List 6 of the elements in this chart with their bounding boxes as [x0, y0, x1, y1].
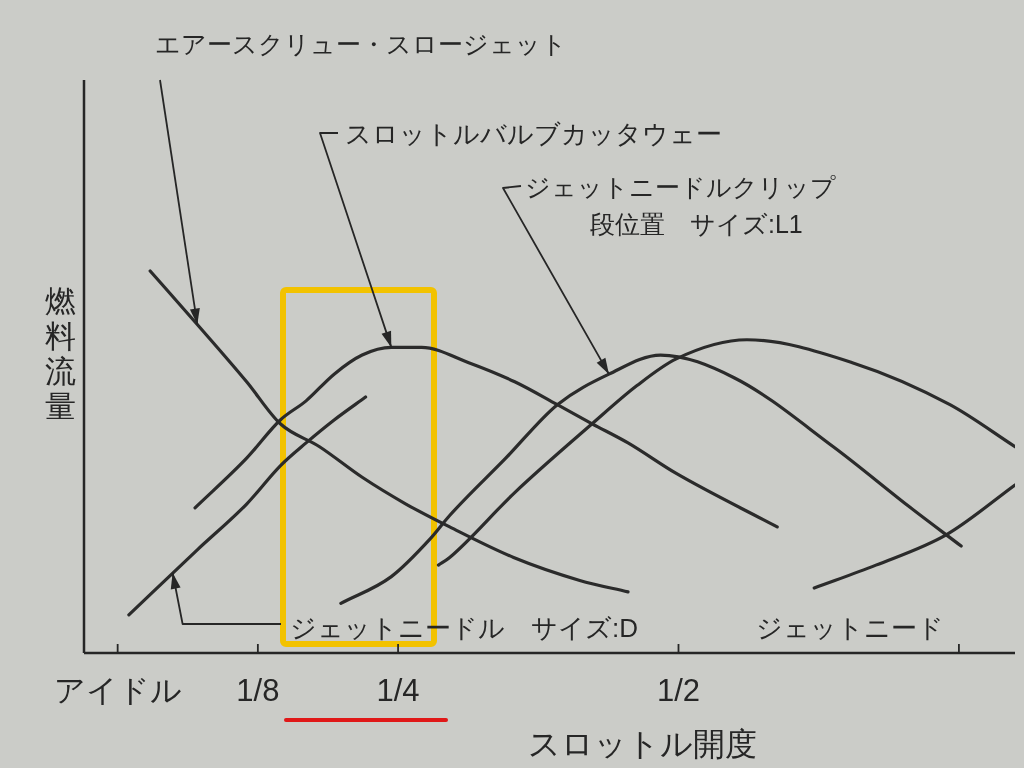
x-tick-label: 1/2 [656, 673, 701, 708]
y-axis-title: 燃料流量 [44, 284, 76, 424]
x-tick-label: 1/4 [376, 673, 420, 708]
x-axis-title: スロットル開度 [527, 726, 757, 762]
x-tick-label: 1/8 [236, 673, 280, 708]
x-tick-label: アイドル [53, 673, 182, 708]
